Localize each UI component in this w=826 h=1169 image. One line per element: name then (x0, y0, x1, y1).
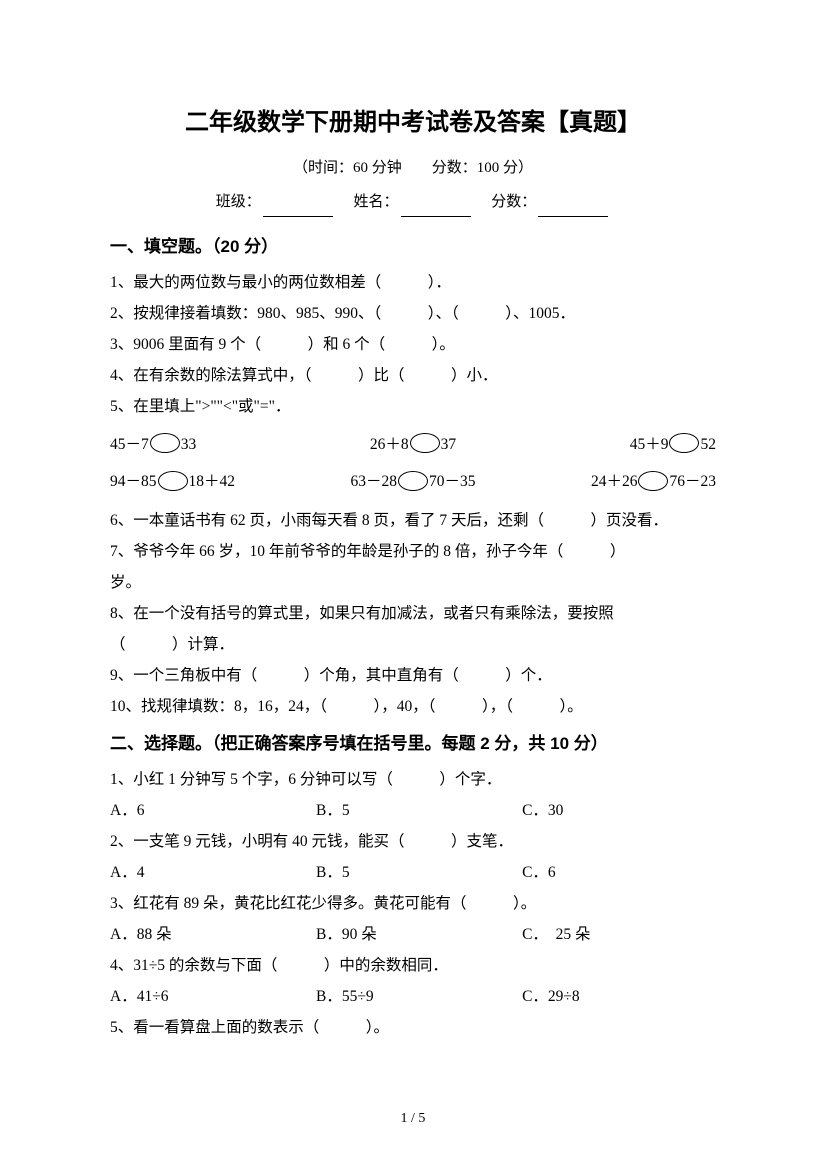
choice-c: C． 25 朵 (522, 919, 716, 950)
s2-q4-choices: A．41÷6 B．55÷9 C．29÷8 (110, 981, 716, 1012)
compare-oval[interactable] (638, 471, 668, 491)
s2-q5: 5、看一看算盘上面的数表示（ ）。 (110, 1012, 716, 1043)
s2-q3: 3、红花有 89 朵，黄花比红花少得多。黄花可能有（ ）。 (110, 888, 716, 919)
compare-oval[interactable] (398, 471, 428, 491)
cmp-left: 45＋9 (630, 436, 669, 453)
exam-subtitle: （时间：60 分钟 分数：100 分） (110, 154, 716, 183)
s1-q2: 2、按规律接着填数：980、985、990、（ ）、（ ）、1005． (110, 298, 716, 329)
s1-q7a: 7、爷爷今年 66 岁，10 年前爷爷的年龄是孙子的 8 倍，孙子今年（ ） (110, 536, 716, 567)
s1-q5-row1: 45－7 33 26＋8 37 45＋9 52 (110, 430, 716, 459)
section-2-header: 二、选择题。（把正确答案序号填在括号里。每题 2 分，共 10 分） (110, 728, 716, 760)
s2-q4: 4、31÷5 的余数与下面（ ）中的余数相同． (110, 950, 716, 981)
score-blank[interactable] (538, 200, 608, 217)
cmp-right: 18＋42 (189, 473, 236, 490)
cmp-left: 26＋8 (370, 436, 409, 453)
choice-a: A．41÷6 (110, 981, 316, 1012)
choice-b: B．5 (316, 795, 522, 826)
page-number: 1 / 5 (0, 1106, 826, 1133)
cmp-cell: 26＋8 37 (370, 430, 456, 459)
choice-b: B．90 朵 (316, 919, 522, 950)
s2-q1-choices: A．6 B．5 C．30 (110, 795, 716, 826)
cmp-cell: 94－85 18＋42 (110, 467, 235, 496)
section-1-header: 一、填空题。（20 分） (110, 231, 716, 263)
choice-a: A．88 朵 (110, 919, 316, 950)
cmp-left: 94－85 (110, 473, 157, 490)
choice-c: C．29÷8 (522, 981, 716, 1012)
cmp-left: 24＋26 (591, 473, 638, 490)
cmp-cell: 63－28 70－35 (350, 467, 475, 496)
s2-q2-choices: A．4 B．5 C．6 (110, 857, 716, 888)
compare-oval[interactable] (150, 433, 180, 453)
choice-c: C．30 (522, 795, 716, 826)
s1-q1: 1、最大的两位数与最小的两位数相差（ ）． (110, 267, 716, 298)
class-blank[interactable] (263, 200, 333, 217)
exam-title: 二年级数学下册期中考试卷及答案【真题】 (110, 100, 716, 146)
choice-a: A．6 (110, 795, 316, 826)
s1-q5-row2: 94－85 18＋42 63－28 70－35 24＋26 76－23 (110, 467, 716, 496)
cmp-right: 52 (700, 436, 716, 453)
compare-oval[interactable] (669, 433, 699, 453)
choice-b: B．55÷9 (316, 981, 522, 1012)
cmp-left: 63－28 (350, 473, 397, 490)
score-label: 分数： (491, 194, 536, 210)
s2-q1: 1、小红 1 分钟写 5 个字，6 分钟可以写（ ）个字． (110, 764, 716, 795)
s1-q5: 5、在里填上">""<"或"="． (110, 391, 716, 422)
cmp-right: 76－23 (669, 473, 716, 490)
s1-q7b: 岁。 (110, 567, 716, 598)
cmp-right: 37 (441, 436, 457, 453)
s2-q2: 2、一支笔 9 元钱，小明有 40 元钱，能买（ ）支笔． (110, 826, 716, 857)
cmp-right: 70－35 (429, 473, 476, 490)
choice-b: B．5 (316, 857, 522, 888)
s1-q6: 6、一本童话书有 62 页，小雨每天看 8 页，看了 7 天后，还剩（ ）页没看… (110, 505, 716, 536)
info-line: 班级： 姓名： 分数： (110, 188, 716, 217)
class-label: 班级： (216, 194, 261, 210)
s1-q4: 4、在有余数的除法算式中，（ ）比（ ）小． (110, 360, 716, 391)
choice-c: C．6 (522, 857, 716, 888)
s2-q3-choices: A．88 朵 B．90 朵 C． 25 朵 (110, 919, 716, 950)
cmp-left: 45－7 (110, 436, 149, 453)
compare-oval[interactable] (158, 471, 188, 491)
cmp-cell: 45－7 33 (110, 430, 196, 459)
cmp-cell: 45＋9 52 (630, 430, 716, 459)
s1-q8b: （ ）计算． (110, 629, 716, 660)
s1-q10: 10、找规律填数：8，16，24，（ ），40，（ ），（ ）。 (110, 691, 716, 722)
compare-oval[interactable] (410, 433, 440, 453)
s1-q8a: 8、在一个没有括号的算式里，如果只有加减法，或者只有乘除法，要按照 (110, 598, 716, 629)
cmp-cell: 24＋26 76－23 (591, 467, 716, 496)
choice-a: A．4 (110, 857, 316, 888)
s1-q9: 9、一个三角板中有（ ）个角，其中直角有（ ）个． (110, 660, 716, 691)
name-blank[interactable] (401, 200, 471, 217)
cmp-right: 33 (181, 436, 197, 453)
name-label: 姓名： (353, 194, 398, 210)
s1-q3: 3、9006 里面有 9 个（ ）和 6 个（ ）。 (110, 329, 716, 360)
